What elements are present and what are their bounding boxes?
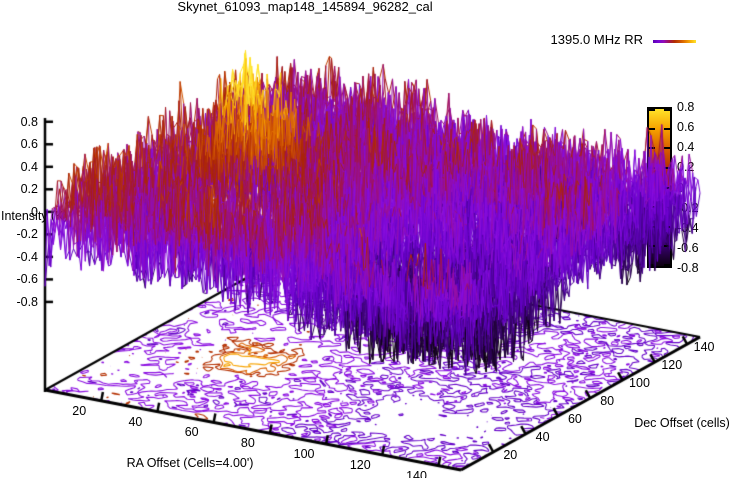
surface-canvas bbox=[0, 0, 738, 478]
plot-area: Skynet_61093_map148_145894_96282_cal 139… bbox=[0, 0, 738, 478]
